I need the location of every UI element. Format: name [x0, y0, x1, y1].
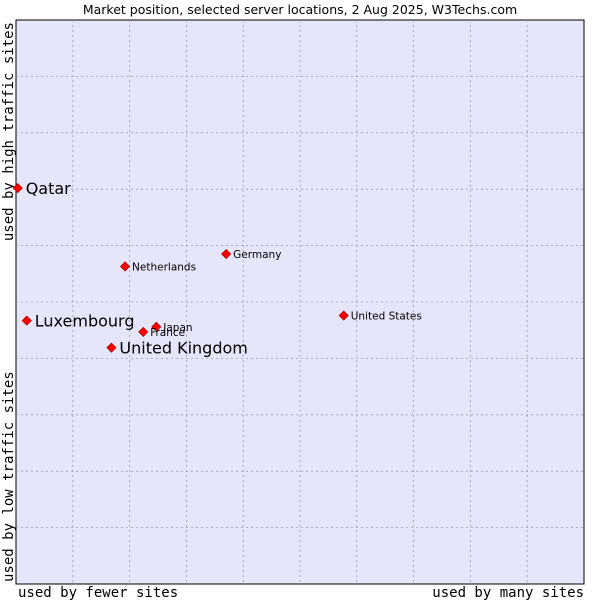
point-marker	[151, 321, 162, 332]
point-marker	[138, 326, 149, 337]
data-points: Qatar Germany Netherlands Luxembourg United …	[12, 179, 422, 358]
grid-lines	[16, 20, 584, 584]
point-label: Luxembourg	[35, 312, 135, 331]
x-axis-label-left: used by fewer sites	[18, 585, 178, 600]
point-marker	[221, 248, 232, 260]
point-united-kingdom: United Kingdom	[106, 339, 248, 358]
point-marker	[119, 261, 131, 272]
point-france: France	[138, 326, 185, 339]
point-marker	[106, 342, 117, 353]
x-axis-label-right: used by many sites	[432, 585, 584, 600]
point-label: Japan	[162, 322, 192, 334]
point-label: Germany	[233, 249, 281, 261]
point-netherlands: Netherlands	[119, 261, 196, 273]
point-label: Netherlands	[132, 261, 196, 273]
point-label: Qatar	[26, 179, 71, 198]
point-luxembourg: Luxembourg	[21, 312, 135, 331]
point-marker	[12, 183, 23, 194]
point-marker	[21, 315, 32, 326]
point-label: United States	[351, 311, 422, 323]
point-label: United Kingdom	[119, 339, 247, 358]
point-qatar: Qatar	[12, 179, 71, 198]
point-united-states: United States	[338, 310, 422, 323]
chart-title: Market position, selected server locatio…	[83, 2, 517, 17]
point-germany: Germany	[221, 248, 281, 261]
point-label: France	[150, 327, 185, 339]
y-axis-label-top: used by high traffic sites	[1, 22, 17, 241]
point-marker	[338, 310, 349, 321]
point-japan: Japan	[151, 321, 193, 334]
y-axis-label-bottom: used by low traffic sites	[1, 371, 17, 582]
